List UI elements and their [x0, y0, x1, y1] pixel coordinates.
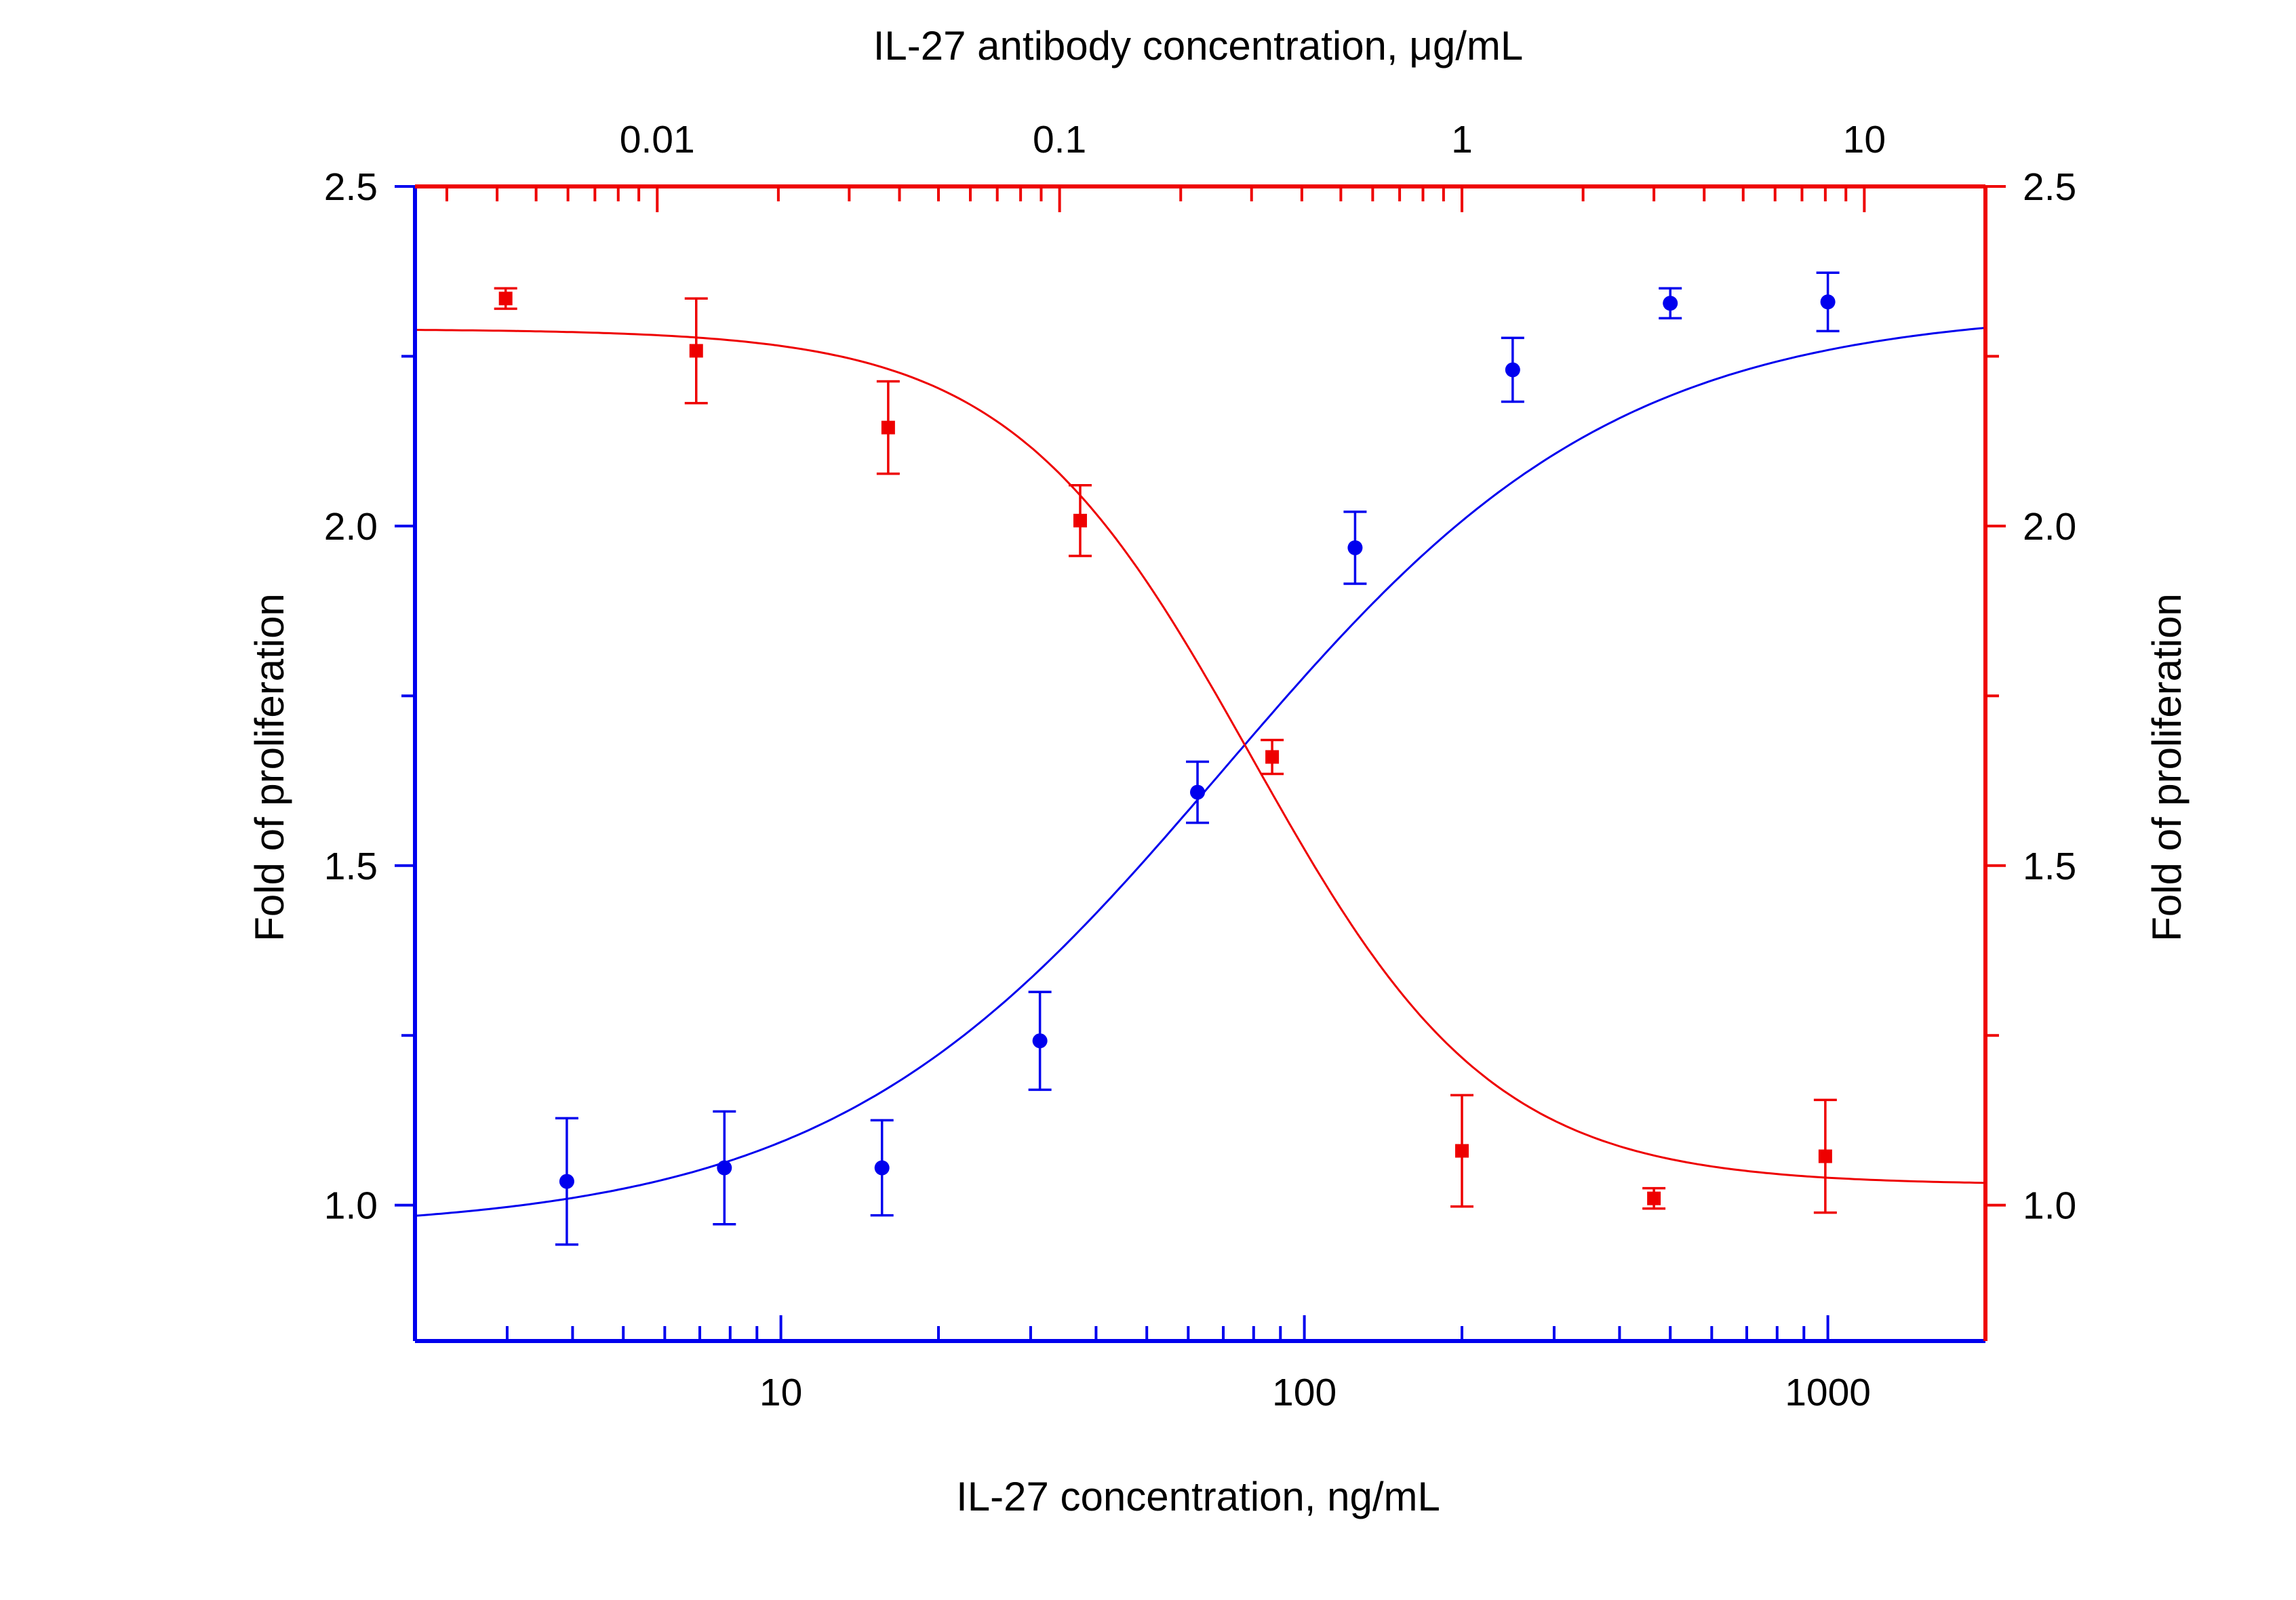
axis-ticks	[395, 185, 2006, 1341]
x-bottom-tick-label: 100	[1272, 1371, 1337, 1414]
y-right-tick-label: 2.5	[2023, 165, 2076, 209]
data-point	[498, 292, 513, 306]
data-point	[881, 420, 895, 435]
data-point	[1663, 296, 1678, 311]
data-point	[1818, 1149, 1832, 1163]
x-bottom-tick-label: 10	[759, 1371, 802, 1414]
data-point	[689, 344, 703, 358]
x-axis-top-title: IL-27 antibody concentration, μg/mL	[873, 23, 1523, 68]
data-points	[498, 292, 1836, 1205]
data-point	[717, 1160, 732, 1176]
data-point	[1347, 540, 1363, 555]
x-top-tick-label: 10	[1843, 118, 1886, 161]
y-right-tick-label: 2.0	[2023, 505, 2076, 548]
axes	[413, 184, 1987, 1343]
data-point	[1073, 513, 1087, 527]
y-right-tick-label: 1.5	[2023, 845, 2076, 888]
error-bars	[494, 271, 1840, 1246]
fit-curve-1	[414, 327, 1986, 1217]
fit-curves	[414, 327, 1986, 1217]
plot-area	[414, 271, 1986, 1246]
x-top-tick-label: 0.1	[1033, 118, 1086, 161]
x-top-tick-label: 1	[1451, 118, 1473, 161]
axis-tick-labels: 10 100 1000 0.01 0.1 1 10 1.0 1.5 2.0 2.5 1.0 1.5 2.0…	[324, 118, 2077, 1414]
data-point	[874, 1160, 890, 1176]
data-point	[1190, 784, 1206, 800]
y-left-tick-label: 1.0	[324, 1184, 378, 1228]
data-point	[1455, 1144, 1469, 1158]
data-point	[1820, 294, 1836, 310]
data-point	[559, 1174, 574, 1189]
y-axis-left-title: Fold of proliferation	[247, 593, 292, 942]
data-point	[1505, 362, 1520, 378]
data-point	[1032, 1033, 1048, 1049]
y-axis-right-title: Fold of proliferation	[2144, 593, 2190, 942]
y-right-tick-label: 1.0	[2023, 1184, 2076, 1228]
fit-curve-2	[415, 329, 1986, 1184]
y-left-tick-label: 1.5	[324, 845, 378, 888]
x-top-tick-label: 0.01	[620, 118, 695, 161]
y-left-tick-label: 2.0	[324, 505, 378, 548]
y-left-tick-label: 2.5	[324, 165, 378, 209]
data-point	[1265, 750, 1280, 764]
data-point	[1647, 1191, 1661, 1205]
x-axis-bottom-title: IL-27 concentration, ng/mL	[956, 1474, 1440, 1519]
x-bottom-tick-label: 1000	[1785, 1371, 1871, 1414]
